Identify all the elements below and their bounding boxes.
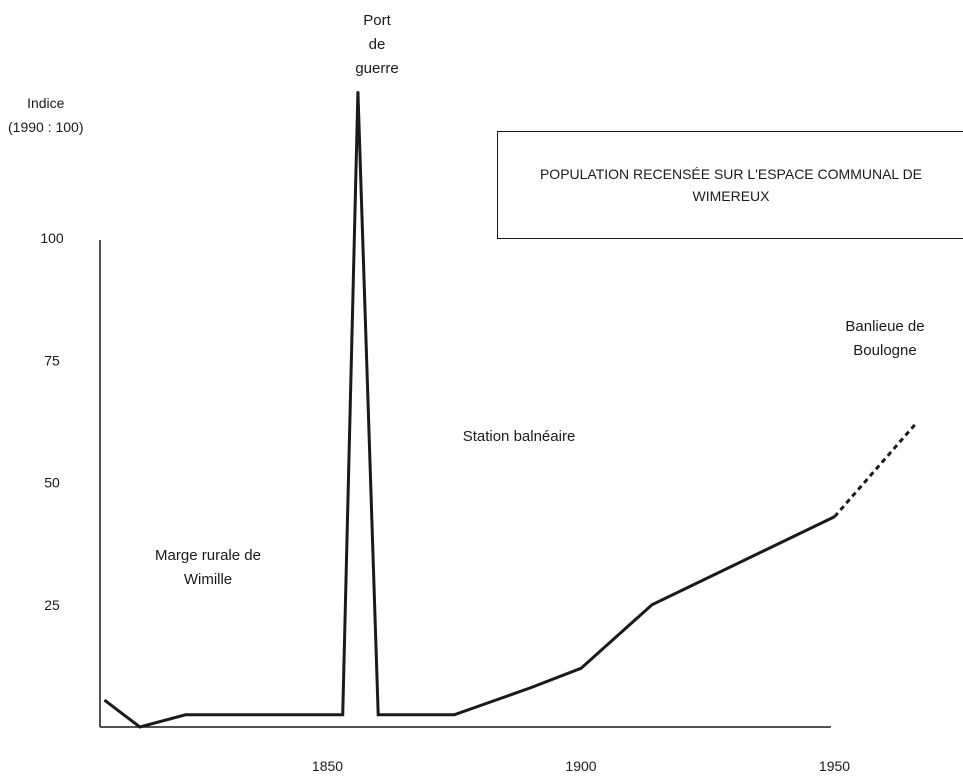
annotation-banlieue-line-2: Boulogne — [853, 342, 916, 359]
axes — [99, 240, 831, 728]
annotation-banlieue-line-1: Banlieue de — [845, 318, 924, 335]
x-tick-label-1900: 1900 — [565, 758, 596, 774]
annotation-port-line-2: de — [369, 36, 386, 53]
y-axis-label-line-2: (1990 : 100) — [8, 119, 84, 135]
x-tick-label-1850: 1850 — [312, 758, 343, 774]
y-tick-label-50: 50 — [44, 475, 60, 491]
y-tick-label-75: 75 — [44, 352, 60, 368]
annotation-station-line-1: Station balnéaire — [463, 428, 576, 445]
series-line-dashed — [833, 422, 917, 518]
chart-title: POPULATION RECENSÉE SUR L'ESPACE COMMUNA… — [539, 166, 923, 204]
y-axis-label-line-1: Indice — [27, 95, 65, 111]
x-tick-labels: 1850 1900 1950 — [312, 758, 850, 774]
x-tick-label-1950: 1950 — [819, 758, 850, 774]
annotation-marge-line-2: Wimille — [184, 571, 232, 588]
chart-title-box: POPULATION RECENSÉE SUR L'ESPACE COMMUNA… — [497, 131, 963, 239]
annotation-port-line-3: guerre — [355, 60, 398, 77]
y-axis-label: Indice (1990 : 100) — [8, 91, 84, 139]
annotations: Port de guerre Marge rurale de Wimille Statio… — [155, 12, 925, 588]
series-lines — [103, 91, 917, 729]
annotation-marge-line-1: Marge rurale de — [155, 547, 261, 564]
y-tick-label-100: 100 — [40, 230, 64, 246]
annotation-port-line-1: Port — [363, 12, 391, 29]
series-line-solid — [103, 91, 836, 729]
y-tick-label-25: 25 — [44, 597, 60, 613]
y-tick-labels: 25 50 75 100 — [40, 230, 64, 613]
